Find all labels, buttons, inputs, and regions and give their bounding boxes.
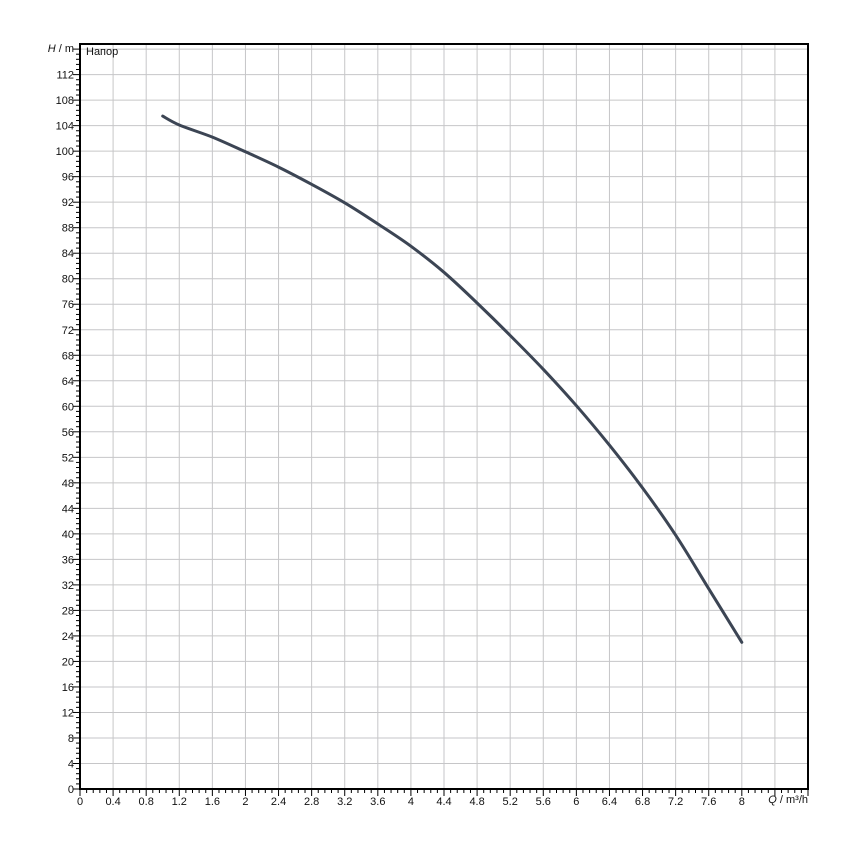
y-tick-label: 40 — [62, 529, 74, 541]
y-tick-label: 100 — [56, 146, 74, 158]
y-tick-label: 24 — [62, 631, 74, 643]
y-axis-unit: / m — [55, 43, 74, 55]
x-axis-unit: / m³/h — [776, 794, 808, 806]
y-tick-label: 64 — [62, 376, 74, 388]
y-tick-label: 84 — [62, 248, 74, 260]
x-tick-label: 5.2 — [503, 796, 518, 808]
pump-head-curve — [161, 114, 744, 644]
y-tick-label: 48 — [62, 478, 74, 490]
y-tick-label: 36 — [62, 554, 74, 566]
y-tick-label: 12 — [62, 707, 74, 719]
x-tick-label: 4.4 — [436, 796, 451, 808]
x-tick-label: 2.4 — [271, 796, 286, 808]
y-tick-label: 108 — [56, 95, 74, 107]
x-axis-symbol: Q — [768, 794, 777, 806]
x-tick-label: 4.8 — [469, 796, 484, 808]
x-tick-label: 6.8 — [635, 796, 650, 808]
x-axis-label: Q / m³/h — [700, 794, 808, 807]
x-tick-label: 6.4 — [602, 796, 617, 808]
y-tick-label: 0 — [68, 784, 74, 796]
x-tick-label: 7.2 — [668, 796, 683, 808]
x-tick-label: 6 — [573, 796, 579, 808]
y-tick-label: 16 — [62, 682, 74, 694]
y-axis-symbol: H — [47, 43, 56, 55]
x-tick-label: 0 — [77, 796, 83, 808]
x-tick-label: 7.6 — [701, 796, 716, 808]
x-tick-label: 0.8 — [139, 796, 154, 808]
y-tick-label: 8 — [68, 733, 74, 745]
y-tick-label: 28 — [62, 605, 74, 617]
y-tick-label: 44 — [62, 503, 74, 515]
y-tick-label: 96 — [62, 172, 74, 184]
y-tick-label: 20 — [62, 656, 74, 668]
x-tick-label: 2 — [242, 796, 248, 808]
y-tick-label: 32 — [62, 580, 74, 592]
x-tick-label: 5.6 — [536, 796, 551, 808]
x-tick-label: 1.6 — [205, 796, 220, 808]
chart-title: Напор — [86, 46, 119, 58]
y-tick-label: 76 — [62, 299, 74, 311]
y-tick-label: 104 — [56, 121, 74, 133]
x-tick-label: 3.6 — [370, 796, 385, 808]
x-tick-label: 8 — [739, 796, 745, 808]
y-tick-label: 60 — [62, 401, 74, 413]
y-tick-label: 68 — [62, 350, 74, 362]
x-tick-label: 1.2 — [172, 796, 187, 808]
y-tick-label: 92 — [62, 197, 74, 209]
y-tick-label: 52 — [62, 452, 74, 464]
y-tick-label: 112 — [56, 70, 74, 82]
y-tick-label: 56 — [62, 427, 74, 439]
y-tick-label: 88 — [62, 223, 74, 235]
plot-frame — [79, 43, 809, 790]
y-tick-label: 80 — [62, 274, 74, 286]
x-tick-label: 3.2 — [337, 796, 352, 808]
x-tick-label: 4 — [408, 796, 414, 808]
x-tick-label: 2.8 — [304, 796, 319, 808]
y-tick-label: 4 — [68, 758, 74, 770]
y-tick-label: 72 — [62, 325, 74, 337]
y-axis-label: H / m — [0, 43, 74, 56]
x-tick-label: 0.4 — [105, 796, 120, 808]
